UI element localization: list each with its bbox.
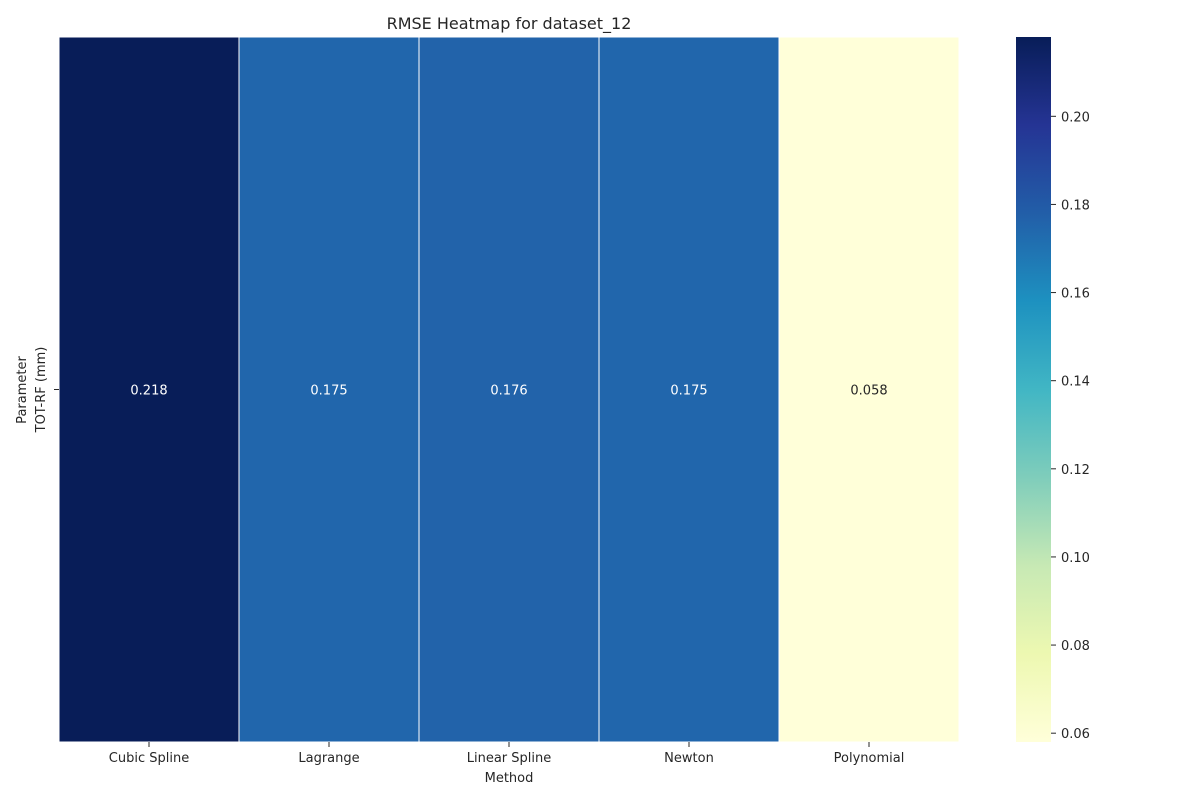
colorbar-gradient (1016, 37, 1051, 742)
x-tick-label: Lagrange (298, 751, 359, 766)
colorbar-tick-label: 0.10 (1061, 551, 1090, 566)
cell-value-label: 0.175 (310, 384, 347, 399)
colorbar-tick-label: 0.18 (1061, 198, 1090, 213)
colorbar: 0.06 0.08 0.10 0.12 0.14 0.16 0.18 0.20 (1016, 37, 1090, 742)
heatmap-cell (598, 36, 780, 743)
colorbar-tick-label: 0.14 (1061, 375, 1090, 390)
colorbar-tick-label: 0.06 (1061, 727, 1090, 742)
cell-value-label: 0.058 (850, 384, 887, 399)
heatmap-cell (418, 36, 600, 743)
y-tick-label: TOT-RF (mm) (34, 347, 49, 434)
x-axis: Cubic Spline Lagrange Linear Spline Newton P… (109, 742, 905, 766)
heatmap-cell (238, 36, 420, 743)
cell-value-label: 0.175 (670, 384, 707, 399)
chart-title: RMSE Heatmap for dataset_12 (387, 14, 632, 34)
colorbar-tick-label: 0.16 (1061, 287, 1090, 302)
cell-value-label: 0.218 (130, 384, 167, 399)
x-tick-label: Newton (664, 751, 714, 766)
colorbar-tick-label: 0.20 (1061, 110, 1090, 125)
cell-value-label: 0.176 (490, 384, 527, 399)
heatmap-cell (58, 36, 240, 743)
x-tick-label: Linear Spline (467, 751, 552, 766)
x-tick-label: Polynomial (834, 751, 905, 766)
colorbar-tick-label: 0.12 (1061, 463, 1090, 478)
colorbar-tick-label: 0.08 (1061, 639, 1090, 654)
y-axis-label: Parameter (15, 356, 30, 424)
heatmap-cell (778, 36, 960, 743)
heatmap-cells: 0.218 0.175 0.176 0.175 0.058 (58, 36, 960, 743)
y-axis: TOT-RF (mm) (34, 347, 59, 434)
x-axis-label: Method (485, 771, 534, 786)
x-tick-label: Cubic Spline (109, 751, 189, 766)
